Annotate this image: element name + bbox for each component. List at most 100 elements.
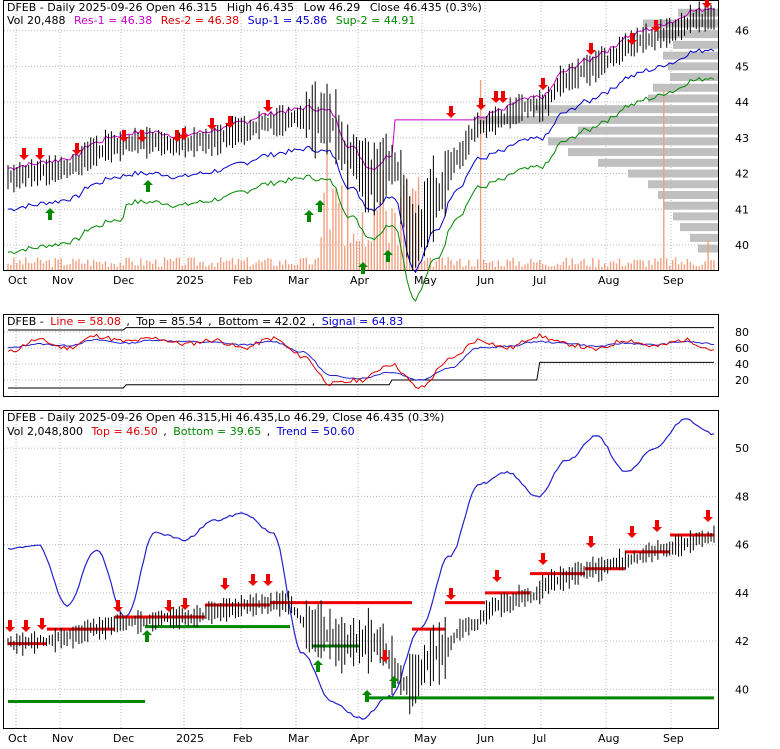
ytick-label: 42 [735,168,749,181]
profile-bar [568,148,718,157]
panel3-grid [4,412,718,728]
profile-bar [598,158,718,167]
legend-p3-trend: Trend = 50.60 [276,425,355,438]
sell-arrow [263,574,273,586]
legend-bottom: Bottom = 42.02 [218,315,306,328]
ytick-label: 50 [735,442,749,455]
panel1-price-bars [7,1,715,270]
sell-arrow [492,570,502,582]
panel2-ticker: DFEB [7,315,36,328]
sell-arrow [627,33,637,45]
xtick-label-top: Dec [113,274,134,287]
ytick-label: 60 [735,342,749,355]
panel3-header: DFEB - Daily 2025-09-26 Open 46.315,Hi 4… [7,411,444,424]
osc-main-line [7,333,715,389]
panel1-header-ticker: DFEB - Daily 2025-09-26 Open 46.315 [7,1,217,14]
legend-top: Top = 85.54 [135,315,202,328]
profile-bar [653,83,718,92]
profile-bar [548,137,718,146]
sell-arrow [703,510,713,522]
sup1-line [7,48,715,274]
xtick-label-top: May [414,274,437,287]
sell-arrow [35,148,45,160]
profile-bar [533,105,718,114]
buy-arrow [358,262,368,274]
panel3-price-bars [7,525,715,715]
xtick-label-bottom: Aug [598,732,619,745]
sell-arrow [164,600,174,612]
xtick-label-bottom: May [414,732,437,745]
osc-top-line [8,327,714,331]
profile-bar [663,201,718,210]
legend-sup1: Sup-1 = 45.86 [248,14,328,27]
sell-arrow [702,0,712,8]
sell-arrow [119,130,129,142]
panel2-oscillator-lines [7,327,715,389]
panel1-vol: Vol 20,488 [7,14,65,27]
sell-arrow [172,130,182,142]
sell-arrow [627,526,637,538]
profile-bar [663,51,718,60]
ytick-label: 40 [735,239,749,252]
osc-bottom-line [8,361,714,389]
sell-arrow [225,116,235,128]
xtick-label-bottom: Mar [288,732,309,745]
sell-arrow [446,588,456,600]
buy-arrow [142,630,152,642]
sell-arrow [179,128,189,140]
xtick-label-bottom: Dec [113,732,134,745]
sell-arrow [248,574,258,586]
ytick-label: 40 [735,683,749,696]
ytick-label: 42 [735,635,749,648]
xtick-label-top: Sep [663,274,684,287]
buy-arrow [362,690,372,702]
ytick-label: 46 [735,539,749,552]
panel1-legend: Vol 20,488 Res-1 = 46.38 Res-2 = 46.38 S… [7,14,415,27]
panel1-header-high: High 46.435 [227,1,294,14]
legend-sup2: Sup-2 = 44.91 [336,14,416,27]
buy-arrow [313,660,323,672]
xtick-label-top: 2025 [176,274,204,287]
profile-bar [478,115,718,124]
xtick-label-bottom: 2025 [176,732,204,745]
sell-arrow [446,106,456,118]
sell-arrow [538,78,548,90]
xtick-label-bottom: Apr [350,732,370,745]
panel3-signal-arrows [5,510,713,702]
legend-res1: Res-1 = 46.38 [74,14,152,27]
legend-p3-top: Top = 46.50 [90,425,157,438]
sell-arrow [263,100,273,112]
ytick-label: 80 [735,326,749,339]
ytick-label: 44 [735,96,749,109]
xtick-label-bottom: Jun [476,732,494,745]
sell-arrow [180,598,190,610]
sell-arrow [72,143,82,155]
profile-bar [673,40,718,49]
profile-bar [678,8,718,17]
panel1-frame [3,0,719,271]
ytick-label: 40 [735,358,749,371]
panel3-legend: Vol 2,048,800 Top = 46.50 , Bottom = 39.… [7,425,355,438]
sell-arrow [476,98,486,110]
profile-bar [690,233,718,242]
profile-bar [673,212,718,221]
ytick-label: 43 [735,132,749,145]
sell-arrow [37,618,47,630]
osc-signal-line [7,338,715,381]
xtick-label-top: Nov [52,274,74,287]
ytick-label: 20 [735,374,749,387]
sell-arrow [651,20,661,32]
sell-arrow [380,650,390,662]
buy-arrow [143,180,153,192]
profile-bar [643,19,718,28]
xtick-label-bottom: Jul [532,732,546,745]
sell-arrow [498,91,508,103]
sell-arrow [538,553,548,565]
sell-arrow [652,520,662,532]
panel2-frame [3,314,719,397]
ytick-label: 48 [735,490,749,503]
xtick-label-top: Oct [8,274,28,287]
profile-bar [648,94,718,103]
